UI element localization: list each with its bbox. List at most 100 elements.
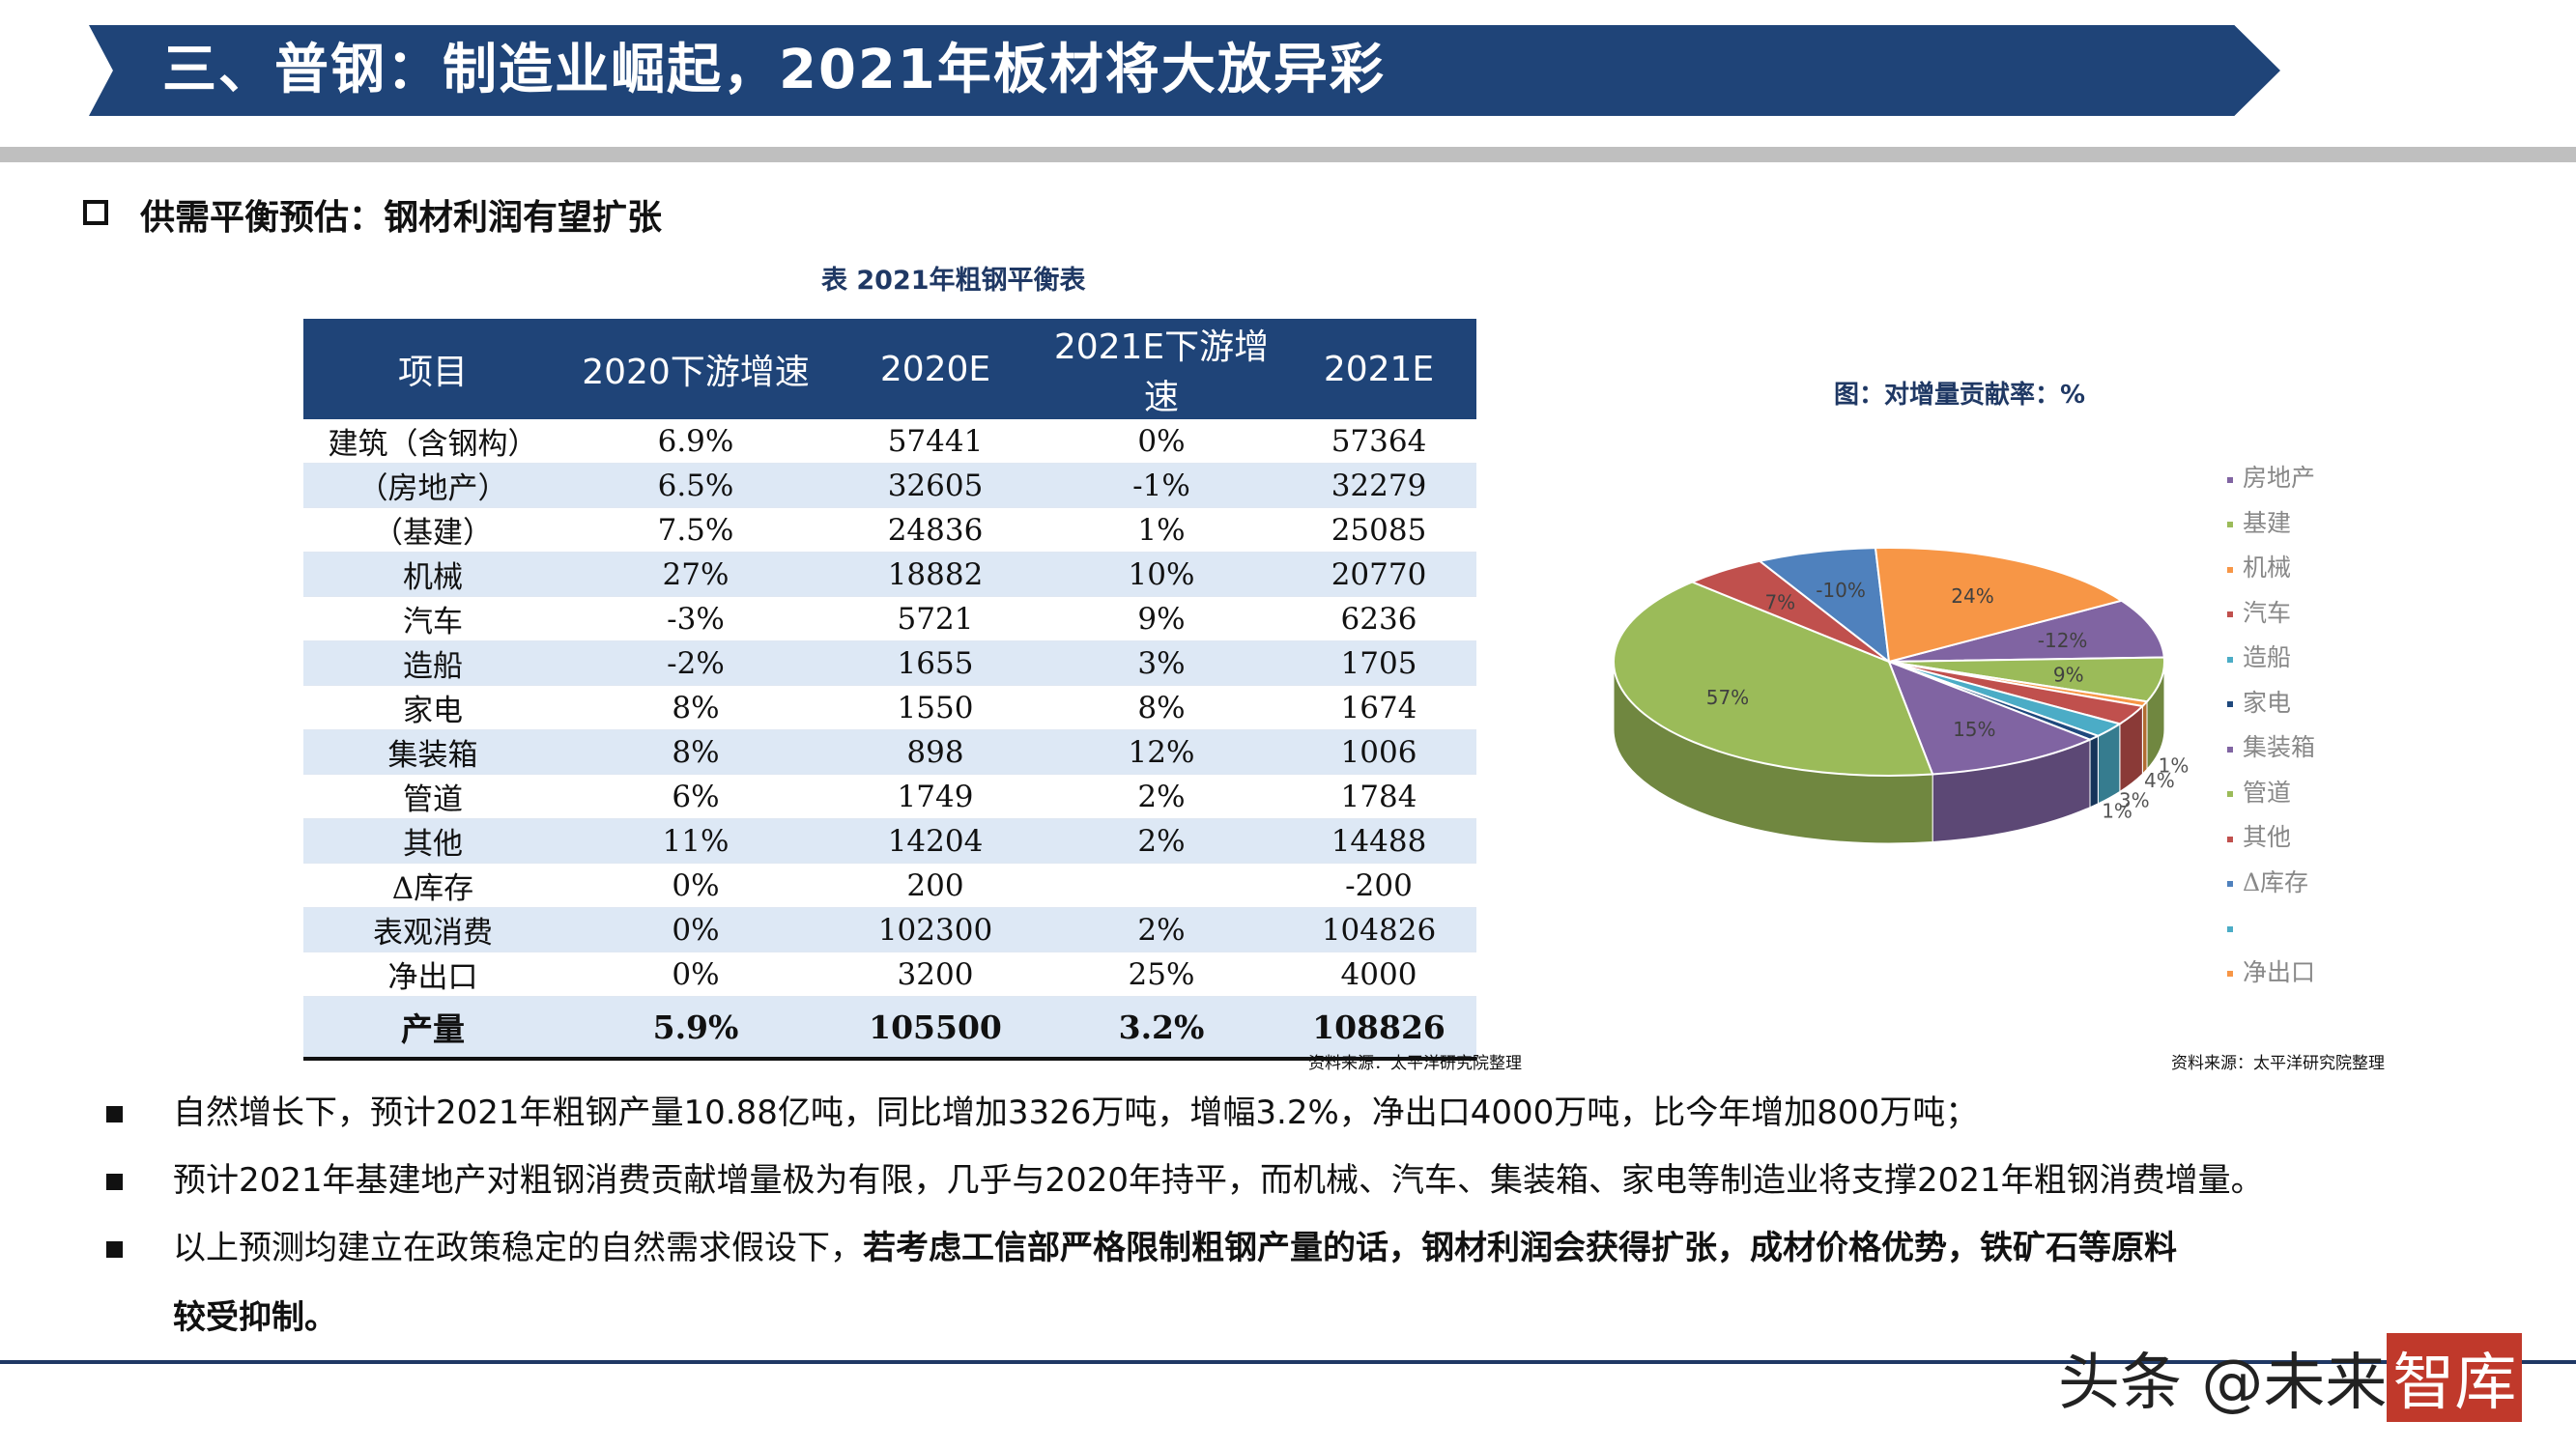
watermark-text: 头条 @未来 [2058, 1348, 2388, 1419]
legend-label: 机械 [2243, 554, 2292, 582]
legend-swatch [2227, 925, 2233, 932]
steel-balance-table: 项目 2020下游增速 2020E 2021E下游增速 2021E 建筑（含钢构… [303, 319, 1476, 1061]
bullet-text: 自然增长下，预计2021年粗钢产量10.88亿吨，同比增加3326万吨，增幅3.… [173, 1094, 1979, 1132]
table-cell: 2% [1042, 774, 1281, 819]
bullet-square-icon [106, 1106, 123, 1122]
legend-swatch [2227, 971, 2233, 977]
table-cell: -200 [1281, 863, 1476, 908]
table-cell: 家电 [303, 685, 562, 730]
table-cell: 其他 [303, 818, 562, 864]
table-row: 机械 27% 18882 10% 20770 [303, 552, 1476, 597]
watermark-logo: 智库 [2387, 1333, 2523, 1422]
table-cell: 32279 [1281, 463, 1476, 508]
table-cell: 3200 [829, 952, 1042, 997]
table-cell: 898 [829, 729, 1042, 775]
pie-slice-label: 1% [2159, 753, 2190, 777]
bullet-text: 以上预测均建立在政策稳定的自然需求假设下， [173, 1229, 863, 1267]
table-row: 净出口 0% 3200 25% 4000 [303, 952, 1476, 997]
pie-slice-label: 7% [1764, 591, 1795, 614]
pie-slice-label: -10% [1816, 579, 1866, 602]
table-cell: 6236 [1281, 596, 1476, 641]
legend-swatch [2227, 881, 2233, 887]
legend-label: 管道 [2243, 778, 2292, 807]
bullet-text: 预计2021年基建地产对粗钢消费贡献增量极为有限，几乎与2020年持平，而机械、… [173, 1161, 2264, 1200]
table-cell: 建筑（含钢构） [303, 419, 562, 464]
legend-label: 房地产 [2243, 464, 2316, 492]
table-cell: Δ库存 [303, 863, 562, 908]
table-cell: 27% [562, 552, 829, 597]
table-cell: 0% [562, 952, 829, 997]
legend-label: 集装箱 [2243, 733, 2316, 761]
table-cell: 2% [1042, 907, 1281, 952]
table-cell: 25% [1042, 952, 1281, 997]
table-cell: 6.5% [562, 463, 829, 508]
legend-label: Δ库存 [2243, 867, 2309, 896]
pie-slice [1757, 547, 1891, 665]
table-cell: 32605 [829, 463, 1042, 508]
table-total-cell: 5.9% [562, 996, 829, 1061]
table-row: 家电 8% 1550 8% 1674 [303, 685, 1476, 730]
table-cell: 4000 [1281, 952, 1476, 997]
pie-slice-label: 9% [2053, 663, 2084, 686]
table-cell: 9% [1042, 596, 1281, 641]
table-cell: 1655 [829, 640, 1042, 686]
legend-swatch [2227, 701, 2233, 707]
table-cell: 6% [562, 774, 829, 819]
table-cell: 2% [1042, 818, 1281, 864]
table-cell: 0% [1042, 419, 1281, 464]
legend-label: 汽车 [2243, 598, 2292, 627]
table-cell: 8% [562, 729, 829, 775]
table-row: （基建） 7.5% 24836 1% 25085 [303, 507, 1476, 553]
bullet-square-icon [106, 1241, 123, 1258]
table-cell: （房地产） [303, 463, 562, 508]
table-cell: 净出口 [303, 952, 562, 997]
header-divider [0, 147, 2576, 162]
table-cell: 3% [1042, 640, 1281, 686]
table-cell: -2% [562, 640, 829, 686]
legend-item: 家电 [2227, 689, 2291, 718]
legend-item: 房地产 [2227, 464, 2315, 493]
legend-swatch [2227, 611, 2233, 617]
watermark: 头条 @未来智库 [2058, 1333, 2523, 1422]
table-cell [1042, 863, 1281, 908]
column-header: 项目 [303, 319, 562, 419]
table-cell: 表观消费 [303, 907, 562, 952]
table-cell: 7.5% [562, 507, 829, 553]
pie-slice-label: 4% [2144, 769, 2175, 792]
bullet-item: 自然增长下，预计2021年粗钢产量10.88亿吨，同比增加3326万吨，增幅3.… [106, 1086, 1978, 1133]
legend-item: 净出口 [2227, 958, 2315, 987]
legend-item: 机械 [2227, 554, 2291, 582]
table-cell: 11% [562, 818, 829, 864]
table-cell: 14488 [1281, 818, 1476, 864]
table-cell: 0% [562, 907, 829, 952]
legend-label: 净出口 [2243, 957, 2316, 986]
pie-slice-label: 57% [1706, 686, 1749, 709]
checkbox-square-icon [83, 200, 108, 225]
column-header: 2021E下游增速 [1042, 319, 1281, 419]
section-subtitle: 供需平衡预估：钢材利润有望扩张 [140, 198, 663, 238]
table-cell: 20770 [1281, 552, 1476, 597]
table-row: 管道 6% 1749 2% 1784 [303, 774, 1476, 819]
legend-item: 集装箱 [2227, 733, 2315, 762]
table-caption: 表 2021年粗钢平衡表 [821, 266, 1086, 296]
legend-item: 汽车 [2227, 599, 2291, 628]
pie-slice-side [2141, 699, 2148, 776]
bullet-bold-text: 若考虑工信部严格限制粗钢产量的话，钢材利润会获得扩张，成材价格优势，铁矿石等原料 [863, 1229, 2177, 1267]
table-cell: -3% [562, 596, 829, 641]
pie-slice-label: 3% [2119, 789, 2150, 812]
table-cell: 5721 [829, 596, 1042, 641]
table-cell: 25085 [1281, 507, 1476, 553]
footer-divider [0, 1360, 2576, 1364]
chart-source-note: 资料来源：太平洋研究院整理 [2171, 1054, 2385, 1073]
legend-item [2227, 913, 2243, 942]
table-source-note: 资料来源：太平洋研究院整理 [1308, 1054, 1522, 1073]
table-cell: 8% [562, 685, 829, 730]
table-row: 表观消费 0% 102300 2% 104826 [303, 907, 1476, 952]
table-cell: 8% [1042, 685, 1281, 730]
title-banner [89, 25, 2280, 116]
pie-slice-side [2097, 723, 2121, 805]
table-cell: 0% [562, 863, 829, 908]
table-cell: 造船 [303, 640, 562, 686]
table-cell: 1705 [1281, 640, 1476, 686]
contribution-pie-chart: -12%9%1%4%3%1%15%57%7%-10% 24% [1613, 547, 2190, 844]
